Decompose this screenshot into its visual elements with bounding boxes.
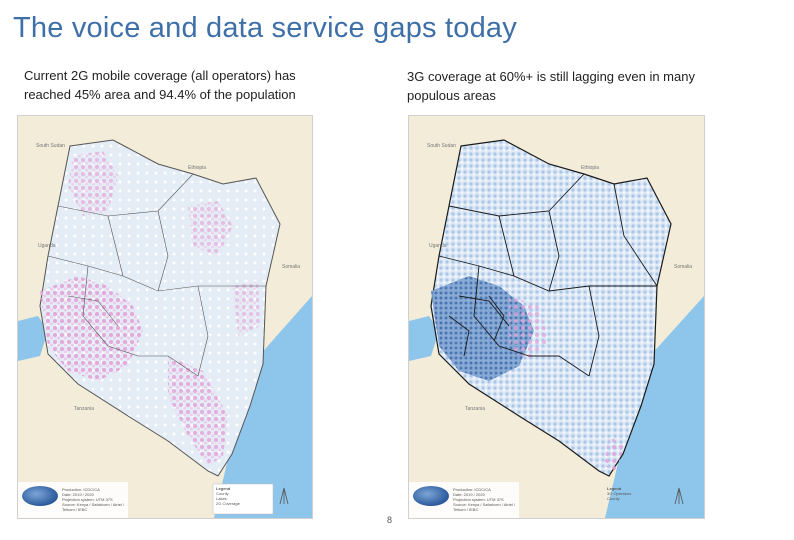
- caption-2g-coverage: Current 2G mobile coverage (all operator…: [24, 68, 296, 102]
- coverage-gap-pink: [509, 296, 549, 361]
- coverage-gap-coast: [604, 436, 624, 471]
- ca-logo-icon: [413, 486, 449, 506]
- lake-victoria: [409, 316, 439, 361]
- label-south-sudan: South Sudan: [427, 143, 456, 149]
- county-boundaries: [47, 173, 266, 377]
- label-tanzania: Tanzania: [74, 406, 95, 412]
- label-ethiopia: Ethiopia: [581, 165, 600, 171]
- coverage-dense-central: [431, 276, 534, 381]
- coverage-cluster-central: [40, 276, 143, 381]
- kenya-landmass: [430, 139, 672, 477]
- legend: Legend 3G Operators County: [607, 486, 632, 501]
- map-footer-info: Production: ICDC/CA Date: 2019 / 2020 Pr…: [62, 487, 125, 512]
- map-2g-svg: [18, 139, 312, 518]
- county-boundaries: [438, 173, 658, 377]
- label-tanzania: Tanzania: [465, 406, 486, 412]
- label-uganda: Uganda: [38, 243, 56, 249]
- map-3g-svg: [409, 139, 704, 518]
- indian-ocean: [214, 296, 312, 518]
- label-somalia: Somalia: [674, 264, 693, 270]
- map-2g-coverage: South Sudan Ethiopia Uganda Somalia Tanz…: [17, 115, 313, 519]
- label-south-sudan: South Sudan: [36, 143, 65, 149]
- label-somalia: Somalia: [282, 264, 301, 270]
- legend: Legend County Lakes 2G Coverage: [216, 486, 240, 506]
- caption-3g-coverage: 3G coverage at 60%+ is still lagging eve…: [407, 69, 695, 103]
- coverage-cluster-coast: [168, 356, 228, 466]
- legend-box: [212, 483, 274, 515]
- page-number: 8: [387, 515, 393, 525]
- map-3g-coverage: South Sudan Ethiopia Uganda Somalia Tanz…: [408, 115, 705, 519]
- lake-victoria: [18, 316, 48, 361]
- coverage-cluster-north: [68, 151, 118, 216]
- indian-ocean: [605, 296, 704, 518]
- coverage-cluster-east: [233, 281, 260, 336]
- ca-logo-icon: [22, 486, 58, 506]
- map-footer-info: Production: ICDC/CA Date: 2019 / 2020 Pr…: [453, 487, 516, 512]
- slide-title: The voice and data service gaps today: [13, 12, 517, 44]
- label-ethiopia: Ethiopia: [188, 165, 207, 171]
- coverage-cluster-northeast: [188, 201, 233, 256]
- label-uganda: Uganda: [429, 243, 447, 249]
